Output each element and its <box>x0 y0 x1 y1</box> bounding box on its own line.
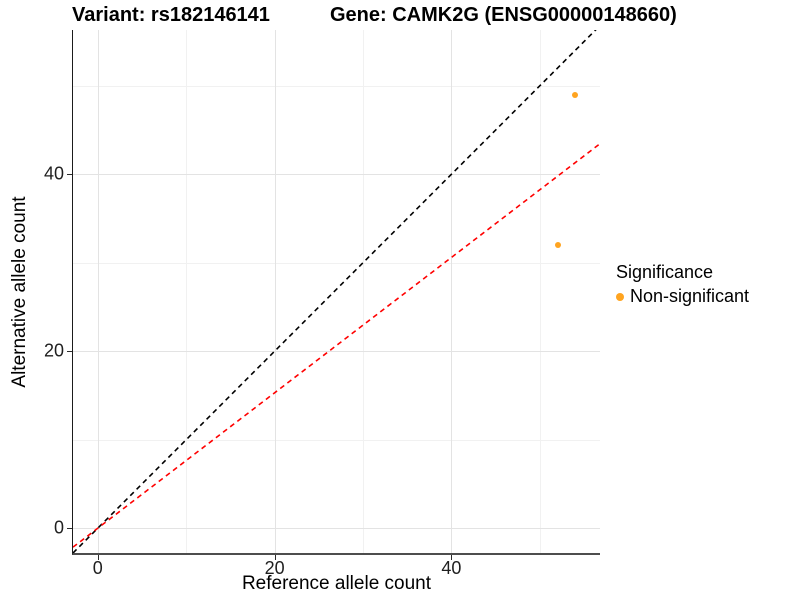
y-axis-tick <box>67 351 72 353</box>
y-major-gridline <box>73 351 600 353</box>
x-major-gridline <box>97 30 99 553</box>
y-tick-label: 40 <box>43 163 64 184</box>
data-point <box>554 242 561 249</box>
plot-title-gene: Gene: CAMK2G (ENSG00000148660) <box>330 4 677 26</box>
x-tick-label: 40 <box>441 558 462 578</box>
y-axis-tick <box>67 174 72 176</box>
y-tick-label: 20 <box>43 340 64 361</box>
y-axis-tick <box>67 528 72 530</box>
x-minor-gridline <box>186 30 188 553</box>
plot-panel <box>72 30 600 555</box>
y-major-gridline <box>73 528 600 530</box>
x-minor-gridline <box>539 30 541 553</box>
y-tick-label: 0 <box>53 517 64 538</box>
legend-item-label: Non-significant <box>630 286 750 306</box>
x-major-gridline <box>274 30 276 553</box>
x-axis-title: Reference allele count <box>241 573 432 594</box>
expected-ratio-line <box>73 143 600 548</box>
x-tick-label: 20 <box>264 558 285 578</box>
plot-title-variant: Variant: rs182146141 <box>72 4 270 26</box>
y-minor-gridline <box>73 262 600 264</box>
data-point <box>572 91 579 98</box>
legend-title: Significance <box>616 262 714 282</box>
y-minor-gridline <box>73 85 600 87</box>
x-axis-tick <box>274 555 276 560</box>
legend-item-non-significant: Non-significant <box>616 286 749 307</box>
x-axis-tick <box>451 555 453 560</box>
x-major-gridline <box>451 30 453 553</box>
x-minor-gridline <box>363 30 365 553</box>
reference-lines-layer <box>73 30 600 553</box>
legend-point-icon <box>616 292 624 301</box>
legend: Significance Non-significant <box>616 262 749 307</box>
x-tick-label: 0 <box>92 558 103 578</box>
identity-line <box>73 30 597 553</box>
y-minor-gridline <box>73 439 600 441</box>
x-axis-tick <box>97 555 99 560</box>
y-major-gridline <box>73 174 600 176</box>
